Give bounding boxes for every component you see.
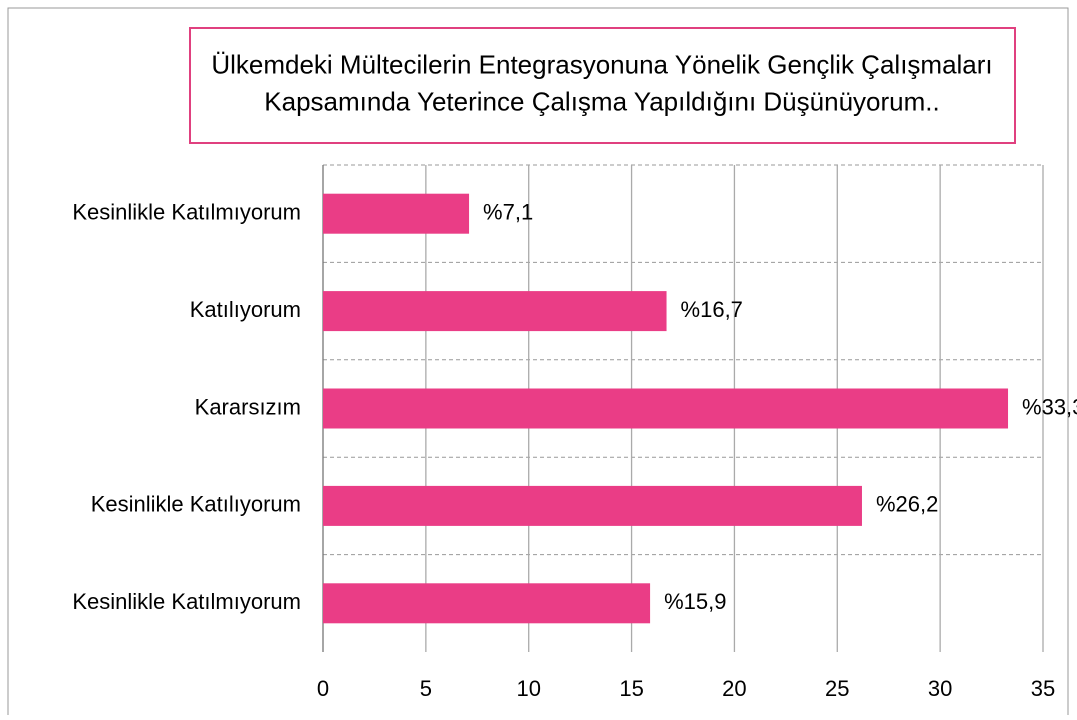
data-label: %26,2 [876,492,938,517]
x-tick-label: 5 [420,676,432,701]
bar [323,291,667,332]
chart-title-text: Ülkemdeki Mültecilerin Entegrasyonuna Yö… [211,49,992,116]
y-tick-label: Kesinlikle Katılıyorum [91,492,301,517]
bar [323,485,862,526]
x-tick-label: 0 [317,676,329,701]
data-label: %16,7 [681,297,743,322]
data-label: %33,3 [1022,394,1077,419]
bar [323,388,1009,429]
x-tick-label: 35 [1031,676,1055,701]
x-tick-label: 10 [516,676,540,701]
bar [323,583,651,624]
data-label: %7,1 [483,200,533,225]
chart-frame [7,7,1069,720]
y-tick-label: Kesinlikle Katılmıyorum [72,200,301,225]
bar [323,193,470,234]
x-tick-label: 15 [619,676,643,701]
y-tick-label: Kesinlikle Katılmıyorum [72,589,301,614]
y-tick-label: Kararsızım [195,394,301,419]
chart-title: Ülkemdeki Mültecilerin Entegrasyonuna Yö… [211,49,992,116]
x-tick-label: 20 [722,676,746,701]
data-label: %15,9 [664,589,726,614]
x-tick-label: 30 [928,676,952,701]
y-tick-label: Katılıyorum [190,297,301,322]
title-box [189,27,1016,144]
x-tick-label: 25 [825,676,849,701]
